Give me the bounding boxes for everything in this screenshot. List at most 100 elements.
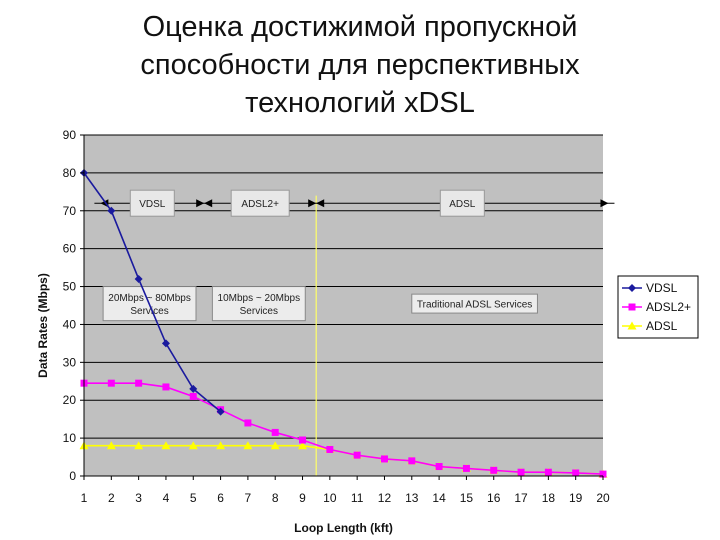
slide-title-line: способности для перспективных (140, 49, 580, 81)
series-line (84, 382, 604, 475)
data-point (107, 379, 115, 387)
data-point (189, 384, 198, 393)
data-point (216, 441, 226, 450)
data-point (490, 466, 498, 474)
slide-title-line: технологий xDSL (245, 87, 475, 119)
data-point (435, 463, 443, 471)
y-tick-label: 30 (63, 355, 77, 369)
service-box-label: Services (240, 306, 278, 317)
reach-arrow-right (600, 199, 609, 208)
x-tick-label: 10 (323, 491, 337, 505)
x-tick-label: 9 (299, 491, 306, 505)
data-point (627, 321, 637, 330)
data-point (572, 469, 580, 477)
data-point (189, 392, 197, 400)
service-box-label: Traditional ADSL Services (417, 300, 532, 311)
x-tick-label: 17 (514, 491, 528, 505)
data-point (599, 470, 607, 478)
x-tick-label: 12 (378, 491, 392, 505)
y-tick-label: 70 (63, 204, 77, 218)
data-point (380, 455, 388, 463)
service-box-label: 20Mbps ~ 80Mbps (108, 293, 191, 304)
reach-arrow-left (316, 199, 325, 208)
service-box-label: 10Mbps ~ 20Mbps (218, 293, 301, 304)
reach-arrow-right (196, 199, 205, 208)
legend-entry: ADSL (622, 319, 678, 333)
data-point (134, 274, 143, 283)
data-point (628, 303, 636, 311)
data-point (408, 457, 416, 465)
x-tick-label: 19 (569, 491, 583, 505)
series-layer (79, 168, 608, 478)
data-point (188, 441, 198, 450)
reach-label: ADSL2+ (241, 199, 279, 210)
y-tick-label: 20 (63, 393, 77, 407)
slide-title: Оценка достижимой пропускной способности… (80, 8, 640, 122)
legend: VDSL ADSL2+ ADSL (617, 275, 699, 339)
data-point (271, 428, 279, 436)
data-point (544, 468, 552, 476)
x-axis-label: Loop Length (kft) (294, 521, 393, 535)
legend-entry: ADSL2+ (622, 300, 691, 314)
reach-label: VDSL (139, 199, 166, 210)
series-line (83, 172, 222, 413)
x-tick-label: 14 (432, 491, 446, 505)
data-point (299, 436, 307, 444)
service-box (411, 293, 538, 314)
x-tick-label: 15 (460, 491, 474, 505)
y-tick-label: 50 (63, 280, 77, 294)
x-tick-label: 2 (108, 491, 115, 505)
y-tick-label: 80 (63, 166, 77, 180)
data-point (161, 441, 171, 450)
data-point (244, 419, 252, 427)
x-tick-label: 7 (245, 491, 252, 505)
x-tick-label: 16 (487, 491, 501, 505)
data-point (517, 468, 525, 476)
series-adsl2- (80, 379, 607, 478)
data-point (243, 441, 253, 450)
y-axis-label: Data Rates (Mbps) (36, 273, 50, 378)
reach-label-box (129, 189, 175, 217)
y-tick-label: 60 (63, 242, 77, 256)
x-tick-label: 18 (542, 491, 556, 505)
y-tick-label: 10 (63, 431, 77, 445)
x-tick-label: 8 (272, 491, 279, 505)
x-tick-label: 11 (351, 491, 364, 505)
data-point (162, 383, 170, 391)
y-tick-label: 90 (63, 128, 77, 142)
data-point (216, 407, 225, 416)
reach-arrow-right (308, 199, 317, 208)
data-point (106, 441, 116, 450)
data-point (107, 206, 116, 215)
legend-label: VDSL (646, 281, 678, 295)
data-point (270, 441, 280, 450)
reach-label-box (439, 189, 485, 217)
chart-overlays: VDSL ADSL2+ ADSL 20Mbps ~ 80Mbps Services 10M… (94, 189, 615, 476)
x-tick-label: 13 (405, 491, 419, 505)
data-point (298, 441, 308, 450)
x-tick-label: 3 (135, 491, 142, 505)
data-point (161, 339, 170, 348)
data-point (628, 284, 636, 292)
reach-label: ADSL (449, 199, 476, 210)
x-tick-label: 5 (190, 491, 197, 505)
data-point (134, 441, 144, 450)
legend-entry: VDSL (622, 281, 678, 295)
x-tick-label: 4 (163, 491, 170, 505)
legend-label: ADSL2+ (646, 300, 691, 314)
data-point (353, 451, 361, 459)
x-tick-label: 20 (596, 491, 610, 505)
service-box (211, 286, 306, 322)
reach-label-box (230, 189, 290, 217)
slide-title-line: Оценка достижимой пропускной (142, 11, 578, 43)
data-point (326, 445, 334, 453)
data-point (462, 464, 470, 472)
series-vdsl (80, 168, 225, 416)
legend-label: ADSL (646, 319, 678, 333)
service-box-label: Services (130, 306, 168, 317)
x-tick-label: 1 (81, 491, 88, 505)
y-tick-label: 0 (69, 469, 76, 483)
data-point (135, 379, 143, 387)
